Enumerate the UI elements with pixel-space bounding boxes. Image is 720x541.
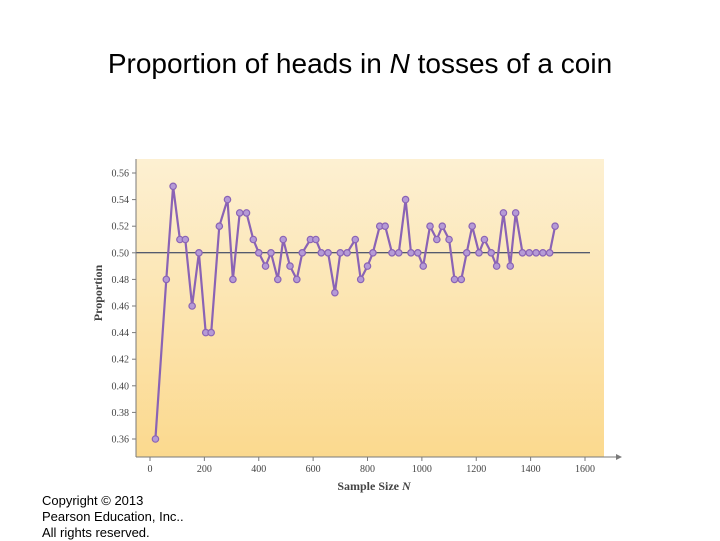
y-tick-label: 0.56 xyxy=(112,169,130,180)
data-point xyxy=(356,275,365,284)
data-point xyxy=(419,262,428,270)
data-point xyxy=(426,222,434,231)
copyright-line-3: All rights reserved. xyxy=(42,525,150,540)
title-variable: N xyxy=(389,48,410,79)
data-point xyxy=(254,249,263,257)
data-point xyxy=(188,302,196,310)
data-point xyxy=(381,222,389,231)
y-axis-label: Proportion xyxy=(91,264,105,321)
data-point xyxy=(223,195,232,204)
data-point xyxy=(468,222,476,231)
x-tick-label: 1600 xyxy=(575,464,595,475)
data-point xyxy=(388,249,396,257)
data-point xyxy=(312,235,320,244)
data-point xyxy=(162,275,171,284)
data-point xyxy=(181,235,190,244)
data-point xyxy=(545,249,554,257)
data-point xyxy=(445,235,453,244)
data-point xyxy=(293,275,301,284)
data-point xyxy=(407,249,415,257)
x-axis-arrow xyxy=(616,454,622,460)
data-point xyxy=(539,249,547,257)
data-point xyxy=(324,249,332,257)
data-point xyxy=(475,249,483,257)
data-point xyxy=(394,249,403,257)
x-tick-label: 1200 xyxy=(466,464,486,475)
x-axis-label: Sample Size N xyxy=(337,479,412,493)
y-tick-label: 0.50 xyxy=(112,248,130,259)
y-tick-label: 0.40 xyxy=(112,381,130,392)
data-point xyxy=(279,235,288,244)
data-point xyxy=(207,328,215,337)
data-point xyxy=(215,222,224,231)
data-point xyxy=(525,249,534,257)
data-point xyxy=(229,275,237,284)
copyright-line-2: Pearson Education, Inc.. xyxy=(42,509,184,524)
data-point xyxy=(369,249,377,257)
y-tick-label: 0.38 xyxy=(112,408,130,419)
data-point xyxy=(267,249,275,257)
copyright-line-1: Copyright © 2013 xyxy=(42,493,144,508)
data-point xyxy=(492,262,501,270)
y-tick-label: 0.54 xyxy=(112,195,130,206)
data-point xyxy=(351,235,360,244)
data-point xyxy=(401,195,410,204)
data-point xyxy=(336,249,345,257)
data-point xyxy=(506,262,515,270)
x-tick-label: 1400 xyxy=(521,464,541,475)
data-point xyxy=(235,209,244,217)
data-point xyxy=(511,209,520,217)
x-tick-label: 800 xyxy=(360,464,375,475)
data-point xyxy=(518,249,527,257)
data-point xyxy=(438,222,447,231)
y-tick-label: 0.36 xyxy=(112,435,130,446)
copyright-notice: Copyright © 2013 Pearson Education, Inc.… xyxy=(42,493,262,541)
data-point xyxy=(286,262,294,270)
data-point xyxy=(249,235,258,244)
data-point xyxy=(298,249,307,257)
data-point xyxy=(413,249,422,257)
data-point xyxy=(195,249,203,257)
slide-title: Proportion of heads in N tosses of a coi… xyxy=(0,48,720,80)
data-point xyxy=(261,262,270,270)
y-tick-label: 0.42 xyxy=(112,355,130,366)
title-text-post: tosses of a coin xyxy=(409,48,613,79)
chart: 0.36 0.38 0.40 0.42 0.44 0.46 0.48 0.50 0.52 0.54… xyxy=(88,135,628,495)
data-point xyxy=(499,209,508,217)
data-point xyxy=(450,275,459,284)
data-point xyxy=(169,182,177,191)
title-text-pre: Proportion of heads in xyxy=(107,48,390,79)
data-point xyxy=(331,288,339,297)
plot-area xyxy=(136,159,604,457)
data-point xyxy=(487,249,496,257)
data-point xyxy=(462,249,471,257)
x-tick-label: 0 xyxy=(148,464,153,475)
x-tick-label: 600 xyxy=(306,464,321,475)
data-point xyxy=(151,435,160,443)
x-axis-label-var: N xyxy=(401,479,412,493)
data-point xyxy=(363,262,372,270)
data-point xyxy=(433,235,441,244)
x-tick-label: 400 xyxy=(251,464,266,475)
y-tick-label: 0.52 xyxy=(112,222,130,233)
y-tick-label: 0.44 xyxy=(112,328,130,339)
data-point xyxy=(343,249,351,257)
y-tick-label: 0.46 xyxy=(112,302,130,313)
x-axis-label-text: Sample Size xyxy=(337,479,399,493)
data-point xyxy=(317,249,326,257)
data-point xyxy=(480,235,489,244)
chart-svg: 0.36 0.38 0.40 0.42 0.44 0.46 0.48 0.50 0.52 0.54… xyxy=(91,159,622,493)
x-tick-label: 1000 xyxy=(412,464,432,475)
y-tick-label: 0.48 xyxy=(112,275,130,286)
x-tick-label: 200 xyxy=(197,464,212,475)
data-point xyxy=(273,275,282,284)
data-point xyxy=(532,249,540,257)
data-point xyxy=(242,209,251,217)
data-point xyxy=(457,275,466,284)
data-point xyxy=(551,222,559,231)
